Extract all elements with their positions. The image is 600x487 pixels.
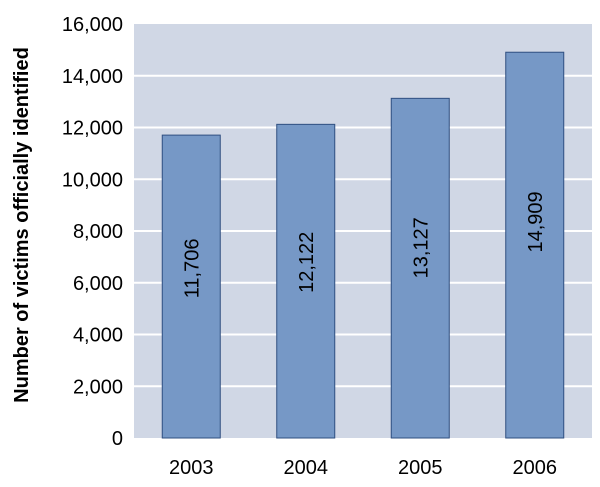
y-tick-label: 10,000: [62, 169, 123, 191]
x-tick-label: 2006: [513, 457, 558, 479]
data-label: 12,122: [296, 232, 318, 293]
data-label: 14,909: [525, 191, 547, 252]
y-tick-label: 14,000: [62, 66, 123, 88]
bar-2004: [276, 123, 336, 439]
bar-2006: [505, 51, 565, 439]
y-tick-label: 8,000: [73, 221, 123, 243]
y-axis-label: Number of victims officially identified: [11, 47, 33, 403]
x-tick-label: 2004: [284, 457, 329, 479]
x-tick-label: 2003: [169, 457, 214, 479]
y-tick-label: 12,000: [62, 118, 123, 140]
y-tick-label: 6,000: [73, 273, 123, 295]
bar-2003: [161, 134, 221, 439]
y-tick-label: 0: [112, 428, 123, 450]
y-tick-label: 2,000: [73, 376, 123, 398]
data-label: 13,127: [410, 217, 432, 278]
x-tick-label: 2005: [398, 457, 443, 479]
y-tick-label: 16,000: [62, 14, 123, 36]
y-tick-label: 4,000: [73, 325, 123, 347]
data-label: 11,706: [181, 239, 203, 299]
bar-2005: [390, 97, 450, 439]
